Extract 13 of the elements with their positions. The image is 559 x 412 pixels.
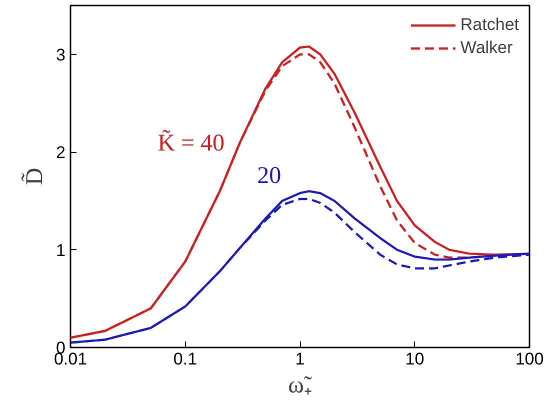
x-tick-label: 1 — [295, 350, 305, 368]
x-tick-label: 100 — [515, 350, 544, 368]
x-tick-label: 10 — [405, 350, 424, 368]
legend-label: Walker — [460, 38, 513, 58]
x-tick-label: 0.1 — [173, 350, 198, 368]
x-axis-title: ω̃₊ — [288, 372, 312, 398]
y-tick-label: 3 — [56, 45, 66, 64]
legend-label: Ratchet — [460, 15, 519, 35]
annotation: 20 — [257, 163, 282, 190]
y-tick-label: 2 — [56, 143, 66, 162]
y-axis-title: D̃ — [20, 168, 48, 186]
annotation: K̃ = 40 — [158, 128, 225, 157]
y-tick-label: 1 — [56, 240, 66, 260]
